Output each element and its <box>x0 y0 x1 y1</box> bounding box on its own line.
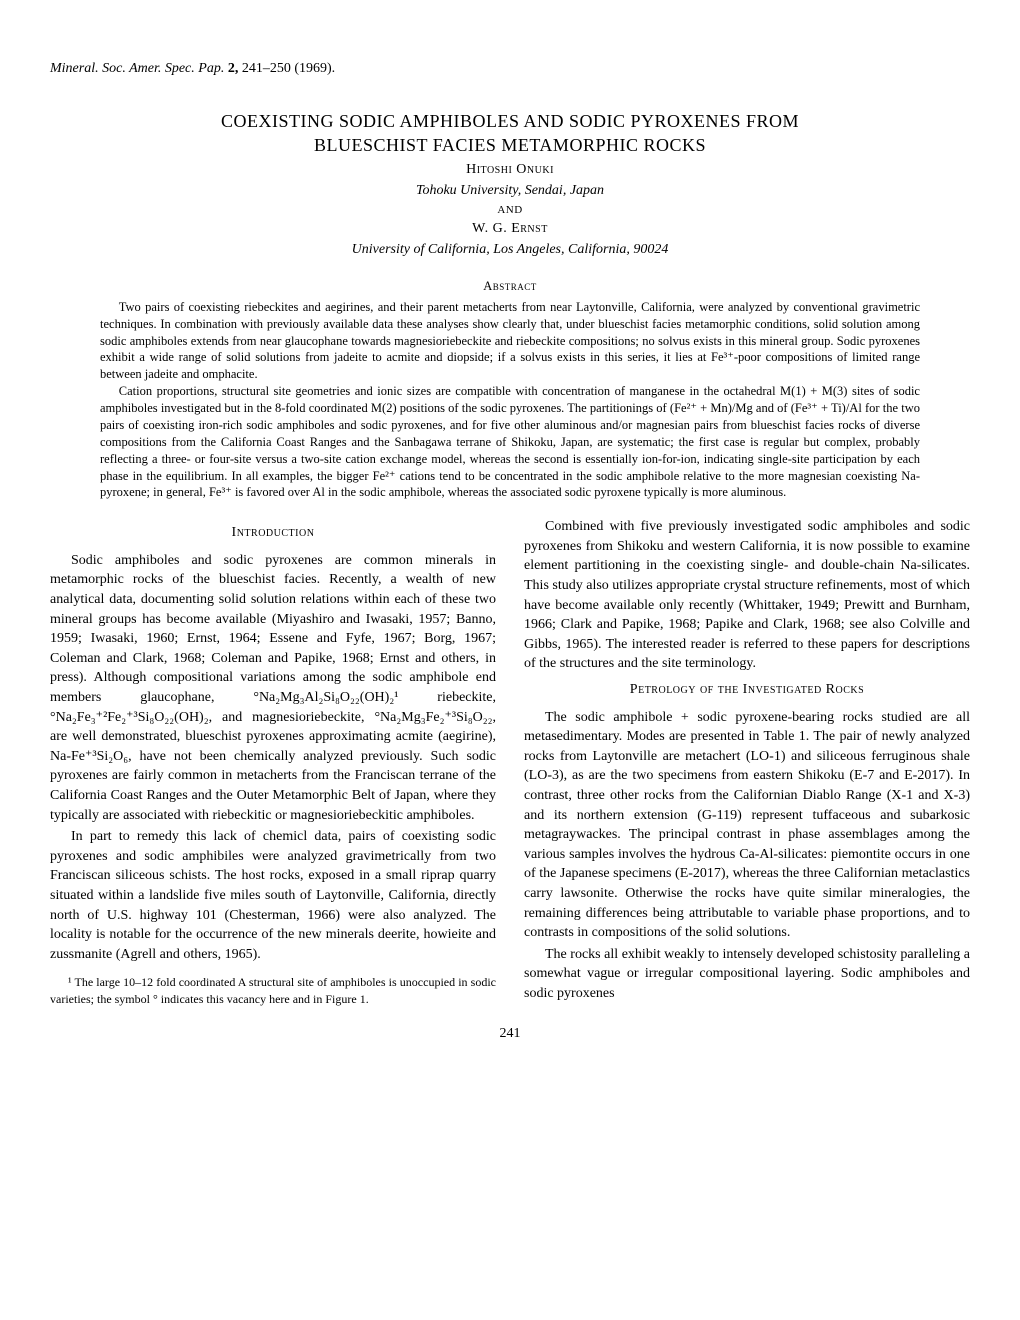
abstract-paragraph-1: Two pairs of coexisting riebeckites and … <box>100 299 920 383</box>
citation-pages: 241–250 <box>242 61 291 76</box>
author-1: Hitoshi Onuki <box>50 161 970 180</box>
affiliation-2: University of California, Los Angeles, C… <box>50 241 970 260</box>
body-columns: Introduction Sodic amphiboles and sodic … <box>50 517 970 1012</box>
introduction-heading: Introduction <box>50 523 496 543</box>
abstract: Abstract Two pairs of coexisting riebeck… <box>100 278 920 501</box>
page-number: 241 <box>50 1025 970 1044</box>
petrology-heading: Petrology of the Investigated Rocks <box>524 680 970 700</box>
citation-year: (1969). <box>294 61 335 76</box>
citation-journal: Mineral. Soc. Amer. Spec. Pap. <box>50 61 224 76</box>
affiliation-1: Tohoku University, Sendai, Japan <box>50 182 970 201</box>
author-2: W. G. Ernst <box>50 220 970 239</box>
citation-volume: 2, <box>228 61 239 76</box>
title-line-1: COEXISTING SODIC AMPHIBOLES AND SODIC PY… <box>221 111 799 131</box>
footnote-1: ¹ The large 10–12 fold coordinated A str… <box>50 974 496 1008</box>
intro-paragraph-1: Sodic amphiboles and sodic pyroxenes are… <box>50 551 496 825</box>
title-line-2: BLUESCHIST FACIES METAMORPHIC ROCKS <box>314 135 706 155</box>
petrology-paragraph-2: The rocks all exhibit weakly to intensel… <box>524 945 970 1004</box>
citation-line: Mineral. Soc. Amer. Spec. Pap. 2, 241–25… <box>50 60 970 79</box>
and-separator: AND <box>50 203 970 218</box>
abstract-heading: Abstract <box>100 278 920 295</box>
col2-paragraph-1: Combined with five previously investigat… <box>524 517 970 674</box>
abstract-paragraph-2: Cation proportions, structural site geom… <box>100 383 920 501</box>
petrology-paragraph-1: The sodic amphibole + sodic pyroxene-bea… <box>524 708 970 943</box>
paper-title: COEXISTING SODIC AMPHIBOLES AND SODIC PY… <box>50 109 970 158</box>
author-block: Hitoshi Onuki Tohoku University, Sendai,… <box>50 161 970 259</box>
intro-paragraph-2: In part to remedy this lack of chemicl d… <box>50 827 496 964</box>
